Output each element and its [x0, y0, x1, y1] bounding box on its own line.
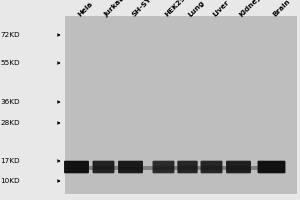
Bar: [64, 16, 297, 194]
Text: Liver: Liver: [212, 0, 230, 18]
Text: 17KD: 17KD: [0, 158, 20, 164]
FancyBboxPatch shape: [153, 161, 175, 173]
Text: 55KD: 55KD: [0, 60, 20, 66]
FancyBboxPatch shape: [118, 161, 143, 173]
FancyBboxPatch shape: [226, 161, 251, 173]
Text: SH-SY5Y: SH-SY5Y: [130, 0, 160, 18]
Text: Jurkat: Jurkat: [103, 0, 125, 18]
Text: 36KD: 36KD: [0, 99, 20, 105]
Text: 28KD: 28KD: [0, 120, 20, 126]
FancyBboxPatch shape: [177, 161, 198, 173]
Text: Hela: Hela: [76, 1, 94, 18]
Text: Kidney: Kidney: [238, 0, 262, 18]
Text: Brain: Brain: [272, 0, 291, 18]
FancyBboxPatch shape: [64, 161, 89, 173]
FancyBboxPatch shape: [257, 161, 286, 173]
FancyBboxPatch shape: [200, 161, 223, 173]
Text: 10KD: 10KD: [0, 178, 20, 184]
FancyBboxPatch shape: [92, 161, 115, 173]
Text: HEK293: HEK293: [164, 0, 190, 18]
Text: 72KD: 72KD: [0, 32, 20, 38]
Text: Lung: Lung: [188, 0, 206, 18]
Bar: [65, 166, 284, 170]
